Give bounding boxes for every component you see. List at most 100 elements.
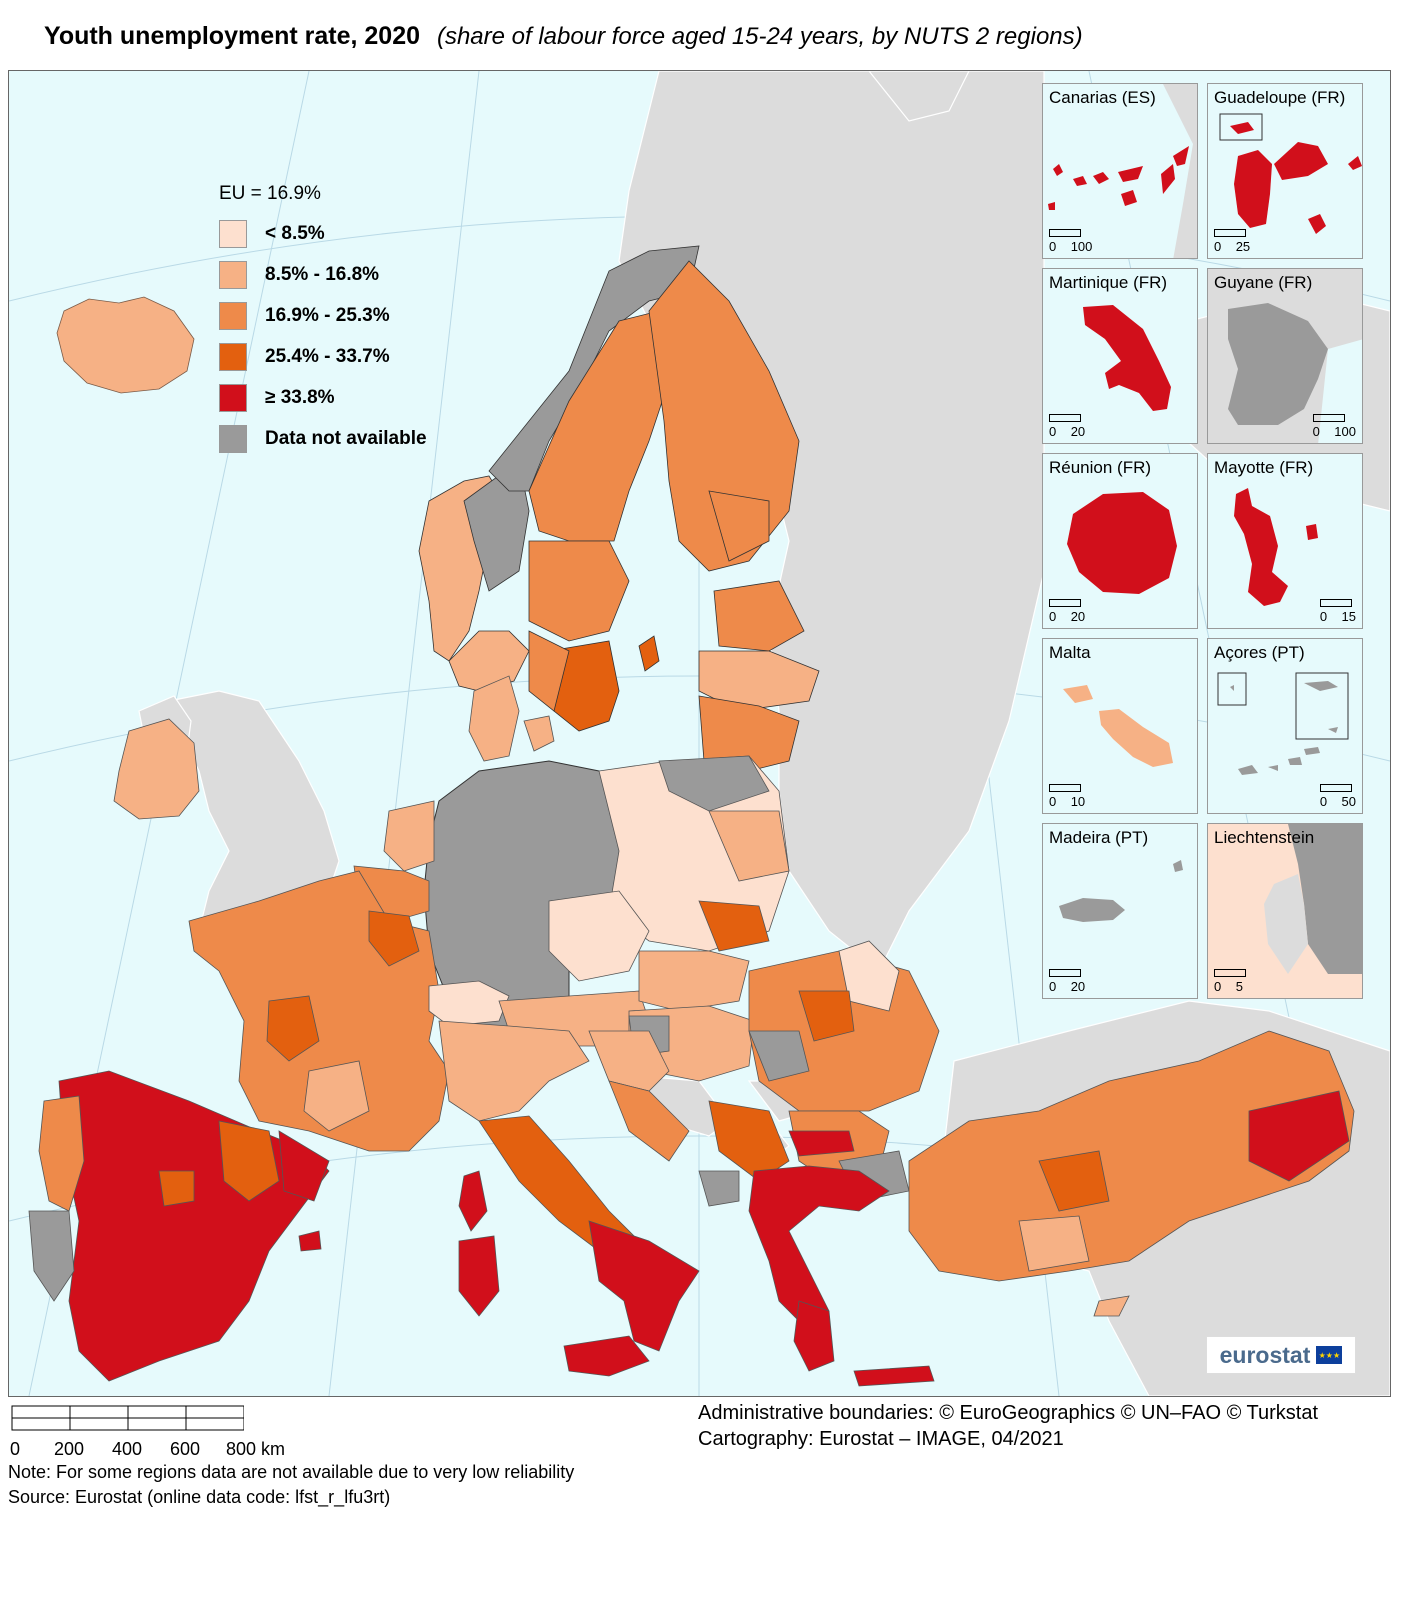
scale-label: 50: [1341, 794, 1356, 809]
scale-label: 0: [1214, 979, 1222, 994]
legend-label: 16.9% - 25.3%: [265, 304, 390, 326]
scale-label: 800 km: [226, 1439, 286, 1459]
iceland-region: [56, 296, 195, 394]
inset-map: [1048, 84, 1197, 258]
scale-label: 20: [1070, 609, 1086, 624]
credits: Administrative boundaries: © EuroGeograp…: [698, 1400, 1318, 1452]
inset-scale: 0 20: [1049, 969, 1085, 994]
legend: EU = 16.9% < 8.5% 8.5% - 16.8% 16.9% - 2…: [219, 183, 427, 459]
legend-swatch: [219, 424, 247, 453]
inset-reunion: Réunion (FR) 0 20: [1042, 453, 1198, 629]
ireland-regions: [113, 718, 200, 820]
scale-bar: [1049, 229, 1081, 237]
scale-bar-main: 0 200 400 600 800 km: [10, 1404, 310, 1461]
inset-map: [1083, 305, 1171, 411]
title-text: Youth unemployment rate, 2020: [44, 22, 421, 50]
scale-label: 0: [1319, 794, 1328, 809]
scale-label: 15: [1341, 609, 1356, 624]
scale-label: 0: [1049, 979, 1057, 994]
scale-label: 0: [1312, 424, 1320, 439]
inset-canarias: Canarias (ES) 0 100: [1042, 83, 1198, 259]
legend-eu-average: EU = 16.9%: [219, 183, 321, 204]
poland-regions: [598, 755, 790, 952]
inset-title: Guyane (FR): [1214, 273, 1313, 292]
legend-item: Data not available: [219, 418, 427, 459]
legend-label: Data not available: [265, 427, 427, 449]
inset-scale: 0 20: [1049, 599, 1085, 624]
scale-bar: [1214, 969, 1246, 977]
italy-regions: [438, 1020, 700, 1377]
inset-map: [1208, 269, 1362, 443]
inset-title: Liechtenstein: [1214, 828, 1315, 847]
spain-regions: [58, 1070, 330, 1382]
legend-item: 8.5% - 16.8%: [219, 254, 427, 295]
inset-title: Guadeloupe (FR): [1214, 88, 1346, 107]
inset-guyane: Guyane (FR) 0 100: [1207, 268, 1363, 444]
inset-map: [1067, 492, 1177, 594]
scale-label: 0: [10, 1439, 21, 1459]
inset-scale: 0 100: [1049, 229, 1092, 254]
finland-regions: [648, 260, 800, 572]
inset-title: Réunion (FR): [1049, 458, 1152, 477]
scale-bar: [1049, 599, 1081, 607]
czechia-slovakia-regions: [548, 890, 750, 1012]
legend-label: < 8.5%: [265, 222, 325, 244]
scale-label: 0: [1319, 609, 1328, 624]
scale-bar: [1214, 229, 1246, 237]
inset-madeira: Madeira (PT) 0 20: [1042, 823, 1198, 999]
scale-label: 400: [112, 1439, 143, 1459]
inset-scale: 0 15: [1319, 599, 1356, 624]
legend-label: ≥ 33.8%: [265, 386, 335, 408]
inset-map: [1063, 685, 1173, 767]
romania-regions: [748, 940, 940, 1112]
scale-label: 0: [1049, 424, 1057, 439]
scale-label: 100: [1334, 424, 1356, 439]
scale-label: 0: [1214, 239, 1222, 254]
scale-label: 20: [1070, 979, 1086, 994]
scale-bar: [1049, 414, 1081, 422]
inset-scale: 0 100: [1312, 414, 1356, 439]
legend-swatch: [219, 383, 247, 412]
scale-label: 0: [1049, 239, 1057, 254]
germany-regions: [423, 760, 630, 1032]
scale-label: 200: [54, 1439, 85, 1459]
scale-label: 0: [1049, 794, 1057, 809]
scale-label: 10: [1070, 794, 1086, 809]
inset-scale: 0 25: [1214, 229, 1250, 254]
scale-labels: 0 200 400 600 800 km: [10, 1439, 310, 1461]
legend-swatch: [219, 260, 247, 289]
inset-map: [1059, 860, 1183, 922]
inset-map: [1234, 488, 1318, 606]
inset-title: Madeira (PT): [1049, 828, 1149, 847]
greece-regions: [748, 1165, 935, 1387]
scale-bar-graphic: [11, 1405, 245, 1431]
scale-bar: [1319, 784, 1352, 792]
legend-item: 16.9% - 25.3%: [219, 295, 427, 336]
inset-title: Martinique (FR): [1049, 273, 1168, 292]
balkan-regions: [588, 1030, 790, 1207]
legend-label: 8.5% - 16.8%: [265, 263, 380, 285]
scale-bar: [1049, 969, 1081, 977]
inset-liechtenstein: Liechtenstein 0 5: [1207, 823, 1363, 999]
legend-swatch: [219, 219, 247, 248]
inset-acores: Açores (PT) 0 50: [1207, 638, 1363, 814]
subtitle-text: (share of labour force aged 15-24 years,…: [436, 23, 1083, 50]
logo-text: eurostat: [1219, 1341, 1311, 1368]
eu-flag-icon: ★★★: [1316, 1346, 1343, 1364]
switzerland-regions: [428, 980, 510, 1027]
legend-label: 25.4% - 33.7%: [265, 345, 390, 367]
eurostat-logo: eurostat ★★★: [1206, 1336, 1356, 1374]
map-frame: EU = 16.9% < 8.5% 8.5% - 16.8% 16.9% - 2…: [8, 70, 1391, 1397]
inset-scale: 0 10: [1049, 784, 1085, 809]
denmark-regions: [468, 675, 555, 762]
scale-label: 600: [170, 1439, 201, 1459]
baltic-regions: [698, 580, 820, 772]
inset-guadeloupe: Guadeloupe (FR) 0 25: [1207, 83, 1363, 259]
turkey-regions: [908, 1030, 1355, 1317]
inset-scale: 0 20: [1049, 414, 1085, 439]
inset-map: [1219, 113, 1362, 234]
inset-title: Açores (PT): [1214, 643, 1305, 662]
note-text: Note: For some regions data are not avai…: [8, 1462, 575, 1482]
map-title: Youth unemployment rate, 2020 (share of …: [44, 22, 1083, 51]
scale-bar: [1319, 599, 1352, 607]
